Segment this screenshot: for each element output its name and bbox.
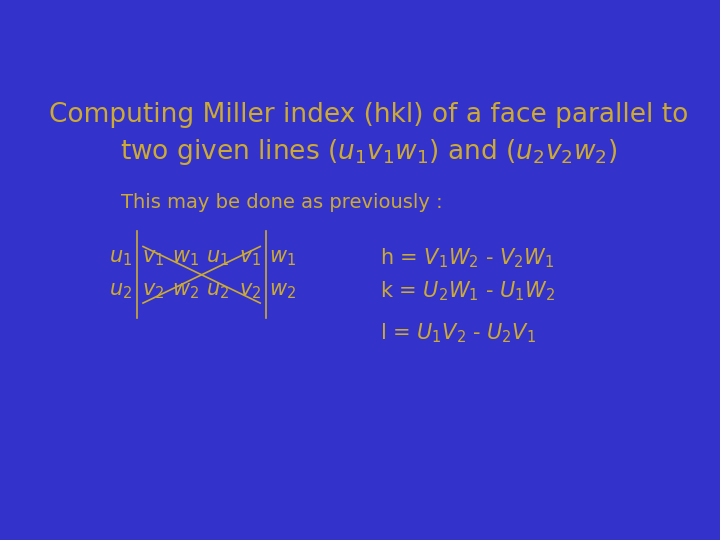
Text: l = $\mathit{U}_1\mathit{V}_2$ - $\mathit{U}_2\mathit{V}_1$: l = $\mathit{U}_1\mathit{V}_2$ - $\mathi…	[380, 321, 536, 345]
Text: $\mathit{v}_1$: $\mathit{v}_1$	[142, 248, 164, 268]
Text: $\mathit{v}_2$: $\mathit{v}_2$	[142, 281, 164, 301]
Text: $\mathit{v}_1$: $\mathit{v}_1$	[239, 248, 261, 268]
Text: two given lines ($\mathit{u}_1\mathit{v}_1\mathit{w}_1$) and ($\mathit{u}_2\math: two given lines ($\mathit{u}_1\mathit{v}…	[120, 137, 618, 167]
Text: $\mathit{w}_1$: $\mathit{w}_1$	[172, 248, 199, 268]
Text: k = $\mathit{U}_2\mathit{W}_1$ - $\mathit{U}_1\mathit{W}_2$: k = $\mathit{U}_2\mathit{W}_1$ - $\mathi…	[380, 280, 555, 303]
Text: This may be done as previously :: This may be done as previously :	[121, 193, 442, 212]
Text: $\mathit{w}_2$: $\mathit{w}_2$	[269, 281, 296, 301]
Text: $\mathit{u}_2$: $\mathit{u}_2$	[206, 281, 230, 301]
Text: $\mathit{v}_2$: $\mathit{v}_2$	[239, 281, 261, 301]
Text: $\mathit{w}_2$: $\mathit{w}_2$	[172, 281, 199, 301]
Text: h = $\mathit{V}_1\mathit{W}_2$ - $\mathit{V}_2\mathit{W}_1$: h = $\mathit{V}_1\mathit{W}_2$ - $\mathi…	[380, 246, 554, 270]
Text: Computing Miller index (hkl) of a face parallel to: Computing Miller index (hkl) of a face p…	[49, 102, 689, 127]
Text: $\mathit{u}_1$: $\mathit{u}_1$	[109, 248, 132, 268]
Text: $\mathit{u}_1$: $\mathit{u}_1$	[206, 248, 230, 268]
Text: $\mathit{u}_2$: $\mathit{u}_2$	[109, 281, 132, 301]
Text: $\mathit{w}_1$: $\mathit{w}_1$	[269, 248, 296, 268]
